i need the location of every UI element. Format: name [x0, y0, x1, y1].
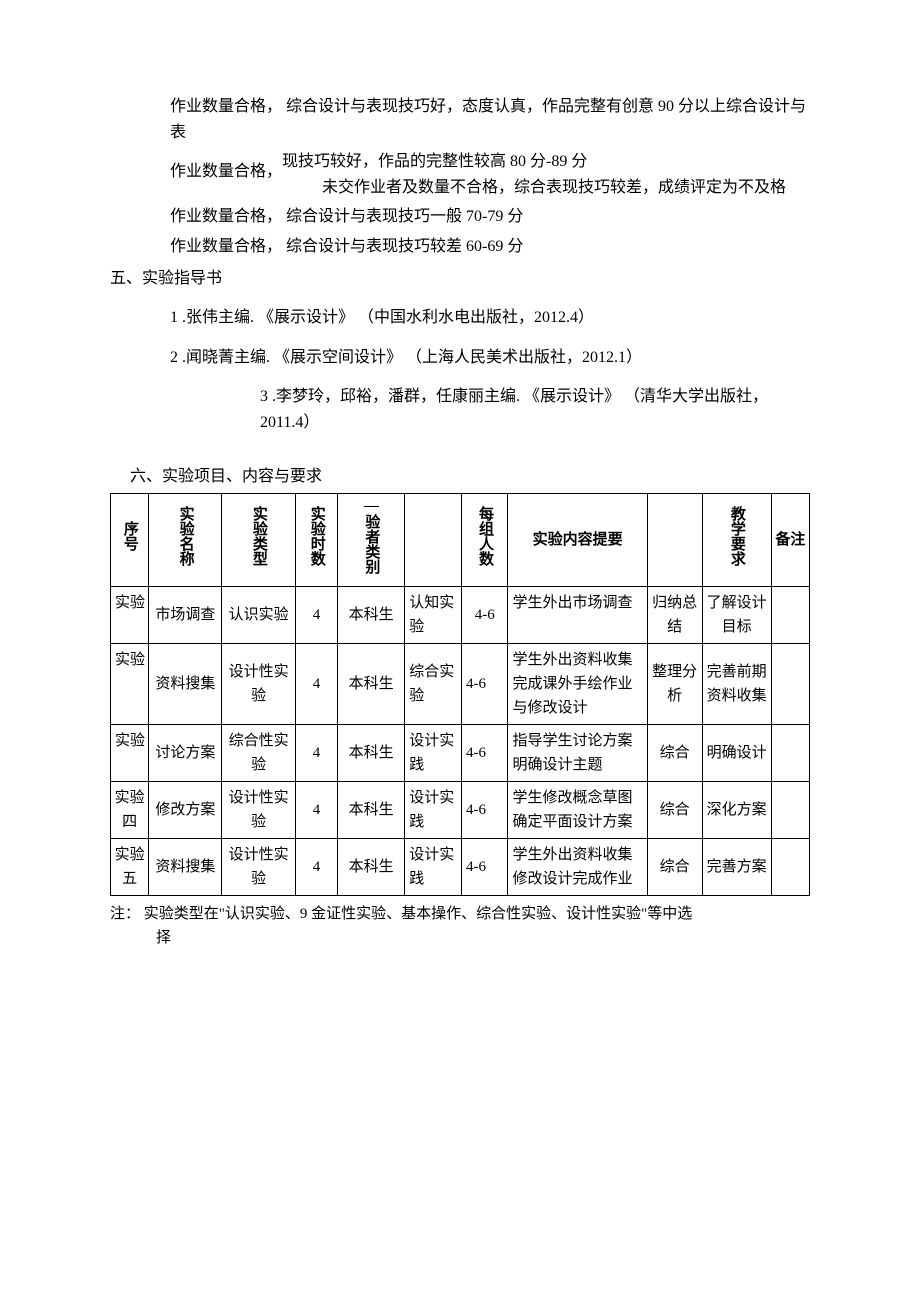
cell-name: 讨论方案 — [149, 725, 222, 782]
table-header-row: 序号 实验名称 实验类型 实验时数 —验者类别 每组人数 实验内容提要 教学要求… — [111, 494, 810, 587]
header-name: 实验名称 — [177, 506, 194, 566]
cell-req: 完善方案 — [702, 839, 771, 896]
cell-group: 4-6 — [462, 644, 508, 725]
cell-group: 4-6 — [462, 725, 508, 782]
cell-content: 指导学生讨论方案明确设计主题 — [508, 725, 647, 782]
cell-content: 学生外出市场调查 — [508, 587, 647, 644]
header-y — [405, 494, 462, 587]
cell-extra: 归纳总结 — [647, 587, 702, 644]
cell-req: 明确设计 — [702, 725, 771, 782]
cell-name: 市场调查 — [149, 587, 222, 644]
cell-hours: 4 — [295, 644, 337, 725]
cell-content: 学生修改概念草图确定平面设计方案 — [508, 782, 647, 839]
grading-line-1: 作业数量合格， 综合设计与表现技巧好，态度认真，作品完整有创意 90 分以上综合… — [110, 94, 810, 145]
cell-content: 学生外出资料收集完成课外手绘作业与修改设计 — [508, 644, 647, 725]
header-cat: —验者类别 — [363, 498, 380, 574]
cell-type: 综合性实验 — [222, 725, 295, 782]
cell-req: 了解设计目标 — [702, 587, 771, 644]
grading-line-2-top: 现技巧较好，作品的完整性较高 80 分-89 分 — [282, 149, 786, 175]
cell-extra: 整理分析 — [647, 644, 702, 725]
cell-extra: 综合 — [647, 839, 702, 896]
header-seq: 序号 — [121, 521, 138, 551]
header-extra — [647, 494, 702, 587]
cell-cat: 本科生 — [338, 587, 405, 644]
cell-seq: 实验五 — [111, 839, 149, 896]
table-row: 实验 资料搜集 设计性实验 4 本科生 综合实验 4-6 学生外出资料收集完成课… — [111, 644, 810, 725]
section6-heading: 六、实验项目、内容与要求 — [110, 464, 810, 490]
cell-extra: 综合 — [647, 725, 702, 782]
table-row: 实验 讨论方案 综合性实验 4 本科生 设计实践 4-6 指导学生讨论方案明确设… — [111, 725, 810, 782]
table-footnote: 注： 实验类型在"认识实验、9 金证性实验、基本操作、综合性实验、设计性实验"等… — [110, 902, 810, 950]
cell-hours: 4 — [295, 587, 337, 644]
grading-line-4: 作业数量合格， 综合设计与表现技巧较差 60-69 分 — [110, 234, 810, 260]
table-body: 实验 市场调查 认识实验 4 本科生 认知实验 4-6 学生外出市场调查 归纳总… — [111, 587, 810, 896]
cell-y: 认知实验 — [405, 587, 462, 644]
header-group: 每组人数 — [476, 506, 493, 566]
cell-content: 学生外出资料收集修改设计完成作业 — [508, 839, 647, 896]
cell-group: 4-6 — [462, 782, 508, 839]
cell-cat: 本科生 — [338, 644, 405, 725]
footnote-line-1: 注： 实验类型在"认识实验、9 金证性实验、基本操作、综合性实验、设计性实验"等… — [110, 902, 810, 926]
cell-seq: 实验 — [111, 644, 149, 725]
cell-note — [771, 782, 809, 839]
cell-type: 认识实验 — [222, 587, 295, 644]
cell-note — [771, 587, 809, 644]
grading-line-2-bottom: 未交作业者及数量不合格，综合表现技巧较差，成绩评定为不及格 — [282, 175, 786, 201]
cell-group: 4-6 — [462, 839, 508, 896]
footnote-line-2: 择 — [110, 926, 810, 950]
cell-type: 设计性实验 — [222, 839, 295, 896]
cell-name: 资料搜集 — [149, 839, 222, 896]
cell-seq: 实验 — [111, 587, 149, 644]
header-type: 实验类型 — [250, 506, 267, 566]
header-hours: 实验时数 — [308, 506, 325, 566]
book-list: 1 .张伟主编. 《展示设计》 （中国水利水电出版社，2012.4） 2 .闻晓… — [110, 305, 810, 435]
cell-type: 设计性实验 — [222, 782, 295, 839]
header-req: 教学要求 — [728, 506, 745, 566]
grading-line-2-left: 作业数量合格， — [170, 149, 282, 185]
cell-name: 修改方案 — [149, 782, 222, 839]
book-item-1: 1 .张伟主编. 《展示设计》 （中国水利水电出版社，2012.4） — [170, 305, 810, 331]
cell-y: 设计实践 — [405, 725, 462, 782]
table-row: 实验五 资料搜集 设计性实验 4 本科生 设计实践 4-6 学生外出资料收集修改… — [111, 839, 810, 896]
cell-note — [771, 725, 809, 782]
cell-y: 设计实践 — [405, 839, 462, 896]
experiment-table: 序号 实验名称 实验类型 实验时数 —验者类别 每组人数 实验内容提要 教学要求… — [110, 493, 810, 896]
grading-line-2: 作业数量合格， 现技巧较好，作品的完整性较高 80 分-89 分 未交作业者及数… — [110, 149, 810, 200]
book-item-2: 2 .闻晓菁主编. 《展示空间设计》 （上海人民美术出版社，2012.1） — [170, 345, 810, 371]
cell-note — [771, 644, 809, 725]
cell-cat: 本科生 — [338, 782, 405, 839]
grading-line-3: 作业数量合格， 综合设计与表现技巧一般 70-79 分 — [110, 204, 810, 230]
cell-name: 资料搜集 — [149, 644, 222, 725]
grading-section: 作业数量合格， 综合设计与表现技巧好，态度认真，作品完整有创意 90 分以上综合… — [110, 94, 810, 260]
header-note: 备注 — [775, 525, 805, 555]
cell-seq: 实验四 — [111, 782, 149, 839]
cell-note — [771, 839, 809, 896]
cell-group: 4-6 — [462, 587, 508, 644]
cell-cat: 本科生 — [338, 839, 405, 896]
cell-req: 完善前期资料收集 — [702, 644, 771, 725]
cell-hours: 4 — [295, 725, 337, 782]
cell-extra: 综合 — [647, 782, 702, 839]
cell-y: 设计实践 — [405, 782, 462, 839]
section5-heading: 五、实验指导书 — [110, 266, 810, 292]
table-row: 实验 市场调查 认识实验 4 本科生 认知实验 4-6 学生外出市场调查 归纳总… — [111, 587, 810, 644]
cell-y: 综合实验 — [405, 644, 462, 725]
cell-seq: 实验 — [111, 725, 149, 782]
header-content: 实验内容提要 — [508, 494, 647, 587]
table-row: 实验四 修改方案 设计性实验 4 本科生 设计实践 4-6 学生修改概念草图确定… — [111, 782, 810, 839]
cell-type: 设计性实验 — [222, 644, 295, 725]
book-item-3: 3 .李梦玲，邱裕，潘群，任康丽主编. 《展示设计》 （清华大学出版社，2011… — [170, 384, 810, 435]
cell-hours: 4 — [295, 782, 337, 839]
cell-cat: 本科生 — [338, 725, 405, 782]
cell-req: 深化方案 — [702, 782, 771, 839]
cell-hours: 4 — [295, 839, 337, 896]
